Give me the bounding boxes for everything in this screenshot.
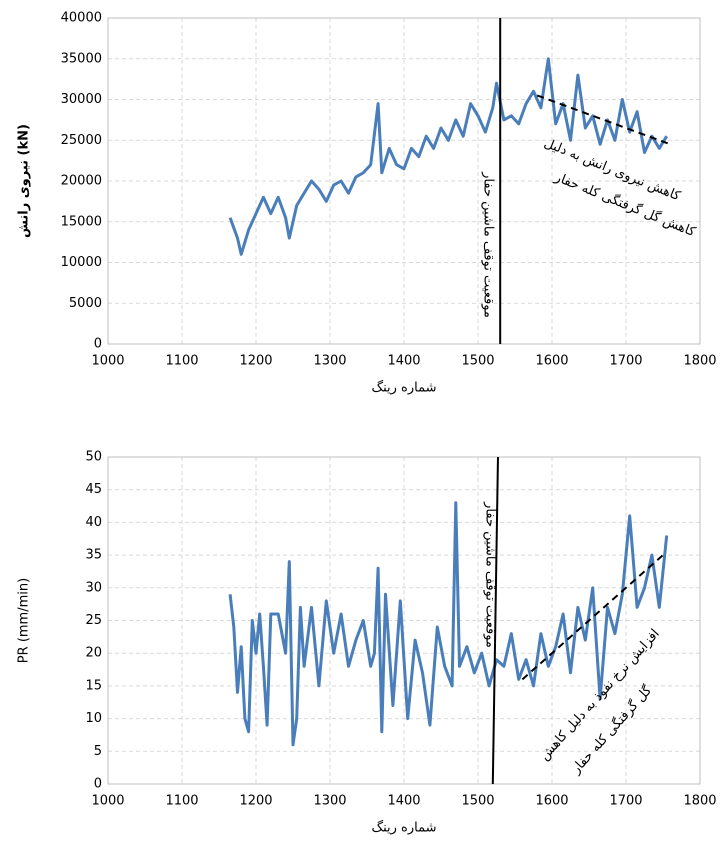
x-tick-label: 1400 [387,354,420,369]
y-tick-label: 30 [85,580,102,595]
y-axis-label: PR (mm/min) [17,578,32,663]
annotation: گل گرفتگی کله حفار [567,682,655,777]
x-tick-label: 1700 [609,794,642,809]
plot-frame [107,17,701,345]
y-tick-label: 10000 [61,255,102,270]
y-tick-label: 25000 [61,133,102,148]
y-tick-label: 20000 [61,174,102,189]
x-axis-label: شماره رینگ [371,380,436,396]
x-tick-label: 1300 [313,794,346,809]
y-tick-label: 15 [85,678,102,693]
x-tick-label: 1500 [461,354,494,369]
stop-line [491,456,499,785]
y-tick-label: 0 [94,337,102,352]
data-line [228,57,668,256]
x-tick-label: 1400 [387,794,420,809]
y-tick-label: 50 [85,450,102,465]
y-tick-label: 40000 [61,11,102,26]
y-tick-label: 20 [85,646,102,661]
y-tick-label: 0 [94,777,102,792]
y-tick-label: 40 [85,515,102,530]
x-tick-label: 1000 [91,354,124,369]
y-tick-label: 10 [85,711,102,726]
data-line [228,501,669,747]
x-tick-label: 1000 [91,794,124,809]
x-tick-label: 1800 [683,794,716,809]
trend-line [521,554,664,681]
y-tick-label: 30000 [61,92,102,107]
x-tick-label: 1600 [535,354,568,369]
x-tick-label: 1300 [313,354,346,369]
y-tick-label: 5000 [69,296,102,311]
y-tick-label: 35 [85,548,102,563]
y-tick-label: 5 [94,744,102,759]
x-tick-label: 1600 [535,794,568,809]
y-tick-label: 35000 [61,51,102,66]
x-tick-label: 1800 [683,354,716,369]
x-tick-label: 1700 [609,354,642,369]
x-tick-label: 1100 [165,354,198,369]
y-tick-label: 25 [85,613,102,628]
x-tick-label: 1200 [239,354,272,369]
annotation: موقعیت توقف ماشین حفار [481,171,496,318]
y-tick-label: 45 [85,482,102,497]
y-tick-label: 15000 [61,214,102,229]
y-axis-label: نیروی رانش (kN) [17,124,32,238]
plot-frame [107,456,701,785]
x-tick-label: 1100 [165,794,198,809]
x-tick-label: 1500 [461,794,494,809]
x-tick-label: 1200 [239,794,272,809]
x-axis-label: شماره رینگ [371,820,436,836]
annotation: موقعیت توقف ماشین حفار [483,501,498,648]
